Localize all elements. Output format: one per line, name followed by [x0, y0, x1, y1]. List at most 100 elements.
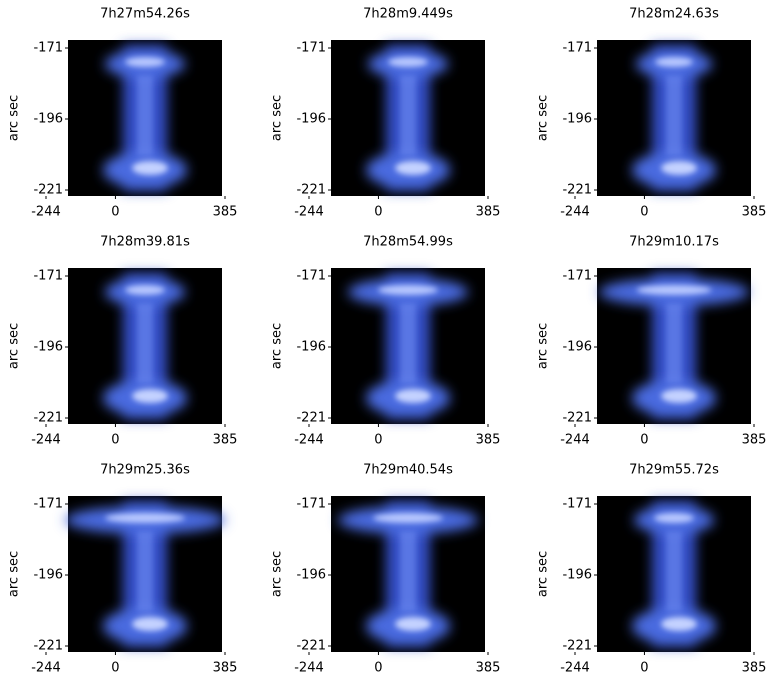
panel-title: 7h29m25.36s	[100, 463, 190, 478]
top-core	[125, 285, 165, 295]
panel-title: 7h27m54.26s	[100, 7, 190, 22]
highlights	[125, 57, 168, 175]
x-tick-label: 0	[640, 661, 648, 673]
bottom-core	[132, 389, 168, 403]
y-tick-label: -196	[33, 112, 63, 127]
y-tick-label: -171	[296, 41, 326, 56]
y-tick-label: -196	[33, 568, 63, 583]
highlights	[125, 285, 168, 403]
y-tick-label: -196	[296, 568, 326, 583]
top-core	[125, 57, 165, 67]
panel: 7h29m10.17s -244 0 385 -171 -196 -221 arc sec	[536, 235, 766, 448]
y-tick-label: -221	[562, 639, 592, 654]
y-tick-label: -171	[296, 269, 326, 284]
y-axis-label: arc sec	[270, 551, 285, 597]
top-core	[655, 57, 693, 67]
y-tick-label: -196	[562, 340, 592, 355]
highlights	[654, 513, 697, 631]
stem-core	[666, 531, 682, 612]
y-tick-label: -221	[562, 183, 592, 198]
top-core	[388, 57, 428, 67]
y-tick-label: -171	[562, 269, 592, 284]
y-tick-label: -221	[296, 639, 326, 654]
y-tick-label: -171	[33, 497, 63, 512]
y-tick-label: -196	[562, 112, 592, 127]
highlights	[378, 285, 438, 403]
x-tick-label: 0	[640, 433, 648, 448]
x-tick-label: 0	[111, 661, 119, 673]
y-tick-label: -196	[33, 340, 63, 355]
x-tick-label: 385	[742, 205, 766, 220]
top-core	[636, 285, 712, 295]
x-tick-label: -244	[560, 433, 590, 448]
bottom-core	[395, 161, 431, 175]
y-tick-label: -221	[33, 411, 63, 426]
stem-core	[137, 75, 153, 156]
y-tick-label: -221	[33, 183, 63, 198]
x-tick-label: 0	[111, 433, 119, 448]
stem-core	[400, 75, 416, 156]
y-tick-label: -221	[296, 183, 326, 198]
stem-core	[137, 303, 153, 384]
bottom-core	[132, 161, 168, 175]
highlights	[388, 57, 431, 175]
x-tick-label: 0	[374, 433, 382, 448]
y-tick-label: -171	[33, 269, 63, 284]
x-tick-label: -244	[31, 661, 61, 673]
panel-title: 7h28m9.449s	[363, 7, 453, 22]
x-tick-label: -244	[31, 205, 61, 220]
x-tick-label: -244	[294, 661, 324, 673]
y-axis-label: arc sec	[536, 95, 551, 141]
top-core	[654, 513, 694, 523]
x-tick-label: 0	[640, 205, 648, 220]
panel: 7h29m55.72s -244 0 385 -171 -196 -221 arc sec	[536, 463, 766, 673]
x-tick-label: 385	[476, 433, 501, 448]
bottom-core	[395, 389, 431, 403]
stem-core	[666, 303, 682, 384]
x-tick-label: 385	[476, 661, 501, 673]
y-axis-label: arc sec	[7, 95, 22, 141]
highlights	[373, 513, 443, 631]
y-tick-label: -171	[562, 497, 592, 512]
stem-core	[400, 531, 416, 612]
top-core	[373, 513, 443, 523]
x-tick-label: -244	[560, 661, 590, 673]
highlights	[655, 57, 697, 175]
stem-core	[137, 531, 153, 612]
x-tick-label: 385	[213, 205, 238, 220]
x-tick-label: 0	[374, 205, 382, 220]
highlights	[636, 285, 712, 403]
panel-title: 7h29m55.72s	[629, 463, 719, 478]
top-core	[105, 513, 185, 523]
y-axis-label: arc sec	[270, 95, 285, 141]
y-axis-label: arc sec	[7, 323, 22, 369]
bottom-core	[661, 617, 697, 631]
panel-title: 7h28m39.81s	[100, 235, 190, 250]
y-axis-label: arc sec	[536, 551, 551, 597]
panel: 7h27m54.26s -244 0 385 -171 -196 -221 arc sec	[7, 7, 238, 220]
y-tick-label: -171	[296, 497, 326, 512]
x-tick-label: 0	[111, 205, 119, 220]
y-axis-label: arc sec	[536, 323, 551, 369]
y-axis-label: arc sec	[270, 323, 285, 369]
x-tick-label: 385	[476, 205, 501, 220]
panel: 7h29m25.36s -244 0 385 -171 -196 -221 arc sec	[7, 463, 238, 673]
panel: 7h29m40.54s -244 0 385 -171 -196 -221 arc sec	[270, 463, 501, 673]
panel: 7h28m24.63s -244 0 385 -171 -196 -221 arc sec	[536, 7, 766, 220]
y-axis-label: arc sec	[7, 551, 22, 597]
x-tick-label: 385	[213, 433, 238, 448]
y-tick-label: -196	[296, 112, 326, 127]
x-tick-label: -244	[294, 205, 324, 220]
y-tick-label: -171	[33, 41, 63, 56]
y-tick-label: -196	[562, 568, 592, 583]
panel: 7h28m9.449s -244 0 385 -171 -196 -221 arc sec	[270, 7, 501, 220]
x-tick-label: -244	[294, 433, 324, 448]
x-tick-label: -244	[31, 433, 61, 448]
panel-title: 7h29m10.17s	[629, 235, 719, 250]
top-core	[378, 285, 438, 295]
y-tick-label: -221	[296, 411, 326, 426]
x-tick-label: 0	[374, 661, 382, 673]
stem-core	[400, 303, 416, 384]
bottom-core	[132, 617, 168, 631]
